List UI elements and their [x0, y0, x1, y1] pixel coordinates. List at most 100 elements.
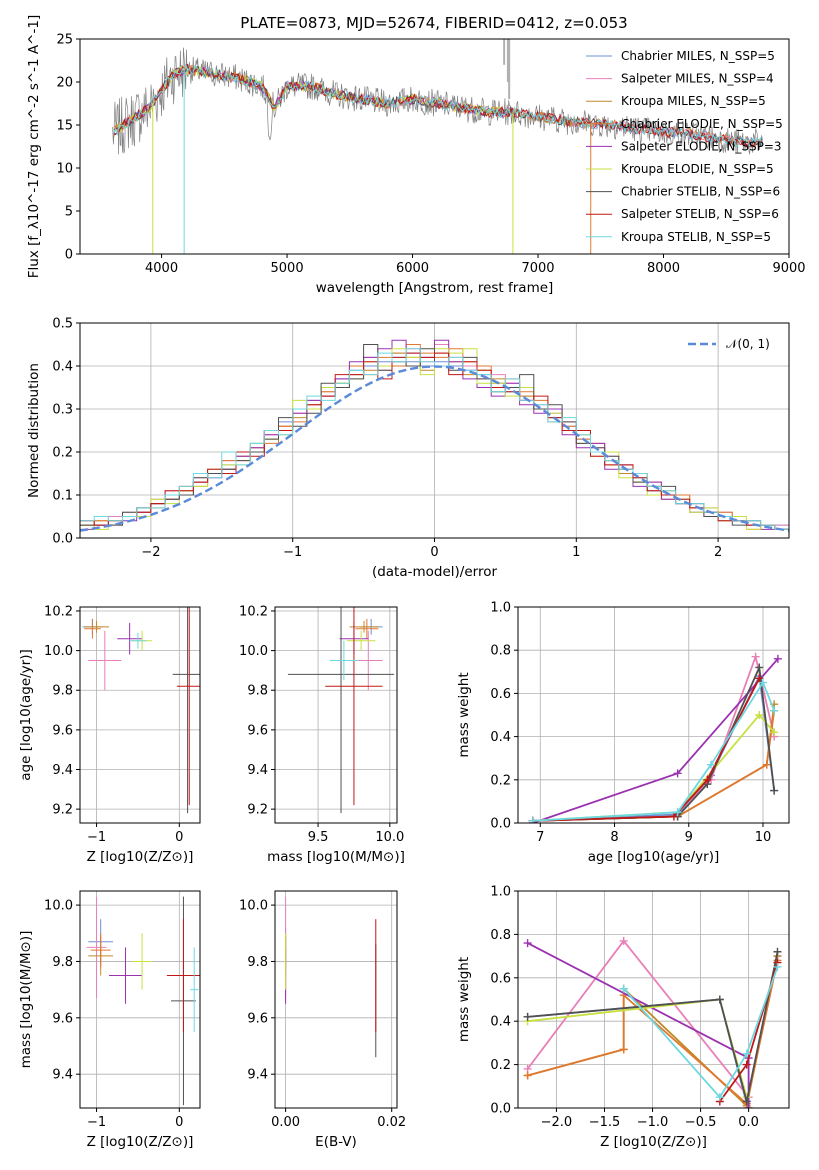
x-tick-label: 8000	[647, 261, 680, 276]
weight-point-salpeter-elodie	[673, 769, 682, 778]
age-vs-metallicity-panel: −1 0 9.2 9.4 9.6 9.8 10.0 10.2 Z [log10(Z/Z⊙)] ag…	[18, 604, 201, 865]
y-axis-label: mass weight	[456, 672, 472, 757]
weight-point-chabrier-stelib	[523, 1012, 532, 1021]
x-tick-label: 2	[714, 545, 722, 560]
weight-point-chabrier-elodie	[619, 1045, 628, 1054]
y-tick-label: 0.0	[490, 817, 511, 832]
mass-vs-metallicity-panel: −1 0 9.4 9.6 9.8 10.0 Z [log10(Z/Z⊙)] mass [log…	[18, 890, 201, 1150]
y-axis-label: age [log10(age/yr)]	[18, 649, 34, 781]
weight-line-kroupa-stelib	[623, 966, 779, 1099]
weight-point-chabrier-stelib	[770, 786, 779, 795]
mass-weight-vs-age-panel: 7 8 9 10 0.0 0.2 0.4 0.6 0.8 1.0 age [log10(age/yr…	[456, 601, 790, 865]
weight-point-salpeter-stelib	[755, 674, 764, 683]
y-axis-label: Flux [f_λ10^-17 erg cm^-2 s^-1 A^-1]	[26, 15, 42, 278]
axes-frame	[79, 322, 790, 539]
weight-point-chabrier-stelib	[773, 947, 782, 956]
x-axis-label: Z [log10(Z/Z⊙)]	[600, 1134, 707, 1150]
legend-label-salpeter-miles: Salpeter MILES, N_SSP=4	[621, 72, 774, 86]
axes-frame	[517, 890, 790, 1109]
legend-label-kroupa-miles: Kroupa MILES, N_SSP=5	[621, 94, 766, 108]
weight-line-chabrier-stelib	[527, 951, 779, 1102]
y-tick-label: 0.0	[490, 1102, 511, 1117]
weight-point-kroupa-stelib	[673, 808, 682, 817]
axes-frame	[79, 606, 201, 824]
observed-spectrum-line	[112, 47, 763, 155]
y-tick-label: 9.4	[247, 763, 268, 778]
y-tick-label: 20	[56, 76, 73, 91]
y-tick-label: 0.4	[52, 360, 73, 375]
weight-point-kroupa-stelib	[619, 984, 628, 993]
age-vs-mass-panel: 9.5 10.0 9.2 9.4 9.6 9.8 10.0 10.2 mass [log10(M…	[239, 604, 405, 865]
weight-point-salpeter-stelib	[742, 1060, 751, 1069]
weight-point-salpeter-elodie	[773, 654, 782, 663]
x-tick-label: 0.0	[738, 1115, 759, 1130]
x-tick-label: 1	[572, 545, 580, 560]
weight-point-salpeter-stelib	[669, 812, 678, 821]
x-tick-label: −2.0	[541, 1115, 573, 1130]
weight-point-chabrier-elodie	[523, 1071, 532, 1080]
x-axis-label: mass [log10(M/M⊙)]	[267, 849, 405, 865]
x-tick-label: −1	[283, 545, 302, 560]
weight-point-kroupa-stelib	[528, 816, 537, 823]
plot-area	[86, 896, 200, 1106]
weight-point-salpeter-elodie	[523, 939, 532, 948]
weight-point-chabrier-elodie	[762, 760, 771, 769]
spectrum-panel: 4000 5000 6000 7000 8000 9000 0 5 10 15 20 25 wavele…	[26, 15, 806, 296]
y-tick-label: 9.4	[247, 1068, 268, 1083]
y-tick-label: 0.2	[52, 446, 73, 461]
x-tick-label: 10.0	[375, 830, 404, 845]
axes-frame	[79, 38, 790, 255]
x-tick-label: 6000	[396, 261, 429, 276]
y-tick-label: 0.2	[490, 1058, 511, 1073]
legend-label-chabrier-elodie: Chabrier ELODIE, N_SSP=5	[621, 117, 783, 131]
x-tick-label: 9.5	[308, 830, 329, 845]
y-tick-label: 9.4	[52, 1068, 73, 1083]
y-axis-label: Normed distribution	[26, 363, 42, 498]
weight-point-chabrier-stelib	[755, 663, 764, 672]
weight-line-salpeter-elodie	[532, 658, 779, 823]
y-tick-label: 0	[65, 248, 73, 263]
y-tick-label: 1.0	[490, 885, 511, 900]
normal-curve-line	[80, 365, 789, 532]
x-tick-label: 0.00	[271, 1115, 300, 1130]
y-tick-label: 5	[65, 205, 73, 220]
weight-point-kroupa-stelib	[773, 962, 782, 971]
x-axis-label: Z [log10(Z/Z⊙)]	[87, 849, 194, 865]
x-tick-label: −2	[141, 545, 160, 560]
y-tick-label: 0.6	[490, 687, 511, 702]
legend-label-chabrier-miles: Chabrier MILES, N_SSP=5	[621, 49, 775, 63]
y-tick-label: 0.4	[490, 730, 511, 745]
y-tick-label: 0.2	[490, 773, 511, 788]
y-tick-label: 10.0	[239, 899, 268, 914]
histogram-step-salpeter-stelib	[80, 352, 789, 530]
weight-line-chabrier-miles	[532, 673, 776, 822]
plot-area	[528, 652, 782, 823]
x-tick-label: −0.5	[685, 1115, 717, 1130]
weight-line-salpeter-miles	[676, 653, 776, 813]
x-tick-label: −1.5	[589, 1115, 621, 1130]
x-tick-label: 0	[175, 830, 183, 845]
x-axis-label: E(B-V)	[315, 1134, 357, 1150]
y-tick-label: 10	[56, 162, 73, 177]
axes-frame	[517, 606, 790, 824]
legend-label-kroupa-stelib: Kroupa STELIB, N_SSP=5	[621, 230, 771, 244]
legend-label-normal: 𝒩(0, 1)	[726, 337, 770, 351]
weight-point-chabrier-stelib	[715, 995, 724, 1004]
x-tick-label: 7	[536, 830, 544, 845]
x-axis-label: (data-model)/error	[372, 564, 498, 580]
y-tick-label: 9.4	[52, 763, 73, 778]
plot-area	[285, 896, 397, 1058]
plot-area	[112, 39, 763, 254]
plot-area	[82, 607, 200, 814]
x-tick-label: −1	[87, 1115, 106, 1130]
y-tick-label: 9.8	[247, 955, 268, 970]
y-tick-label: 9.8	[52, 955, 73, 970]
y-axis-label: mass [log10(M/M⊙)]	[18, 931, 34, 1069]
y-tick-label: 25	[56, 33, 73, 48]
weight-point-chabrier-stelib	[742, 1097, 751, 1106]
x-axis-label: wavelength [Angstrom, rest frame]	[316, 280, 554, 296]
axes-frame	[79, 890, 201, 1109]
weight-point-kroupa-elodie	[770, 728, 779, 737]
axes-frame	[274, 606, 398, 824]
